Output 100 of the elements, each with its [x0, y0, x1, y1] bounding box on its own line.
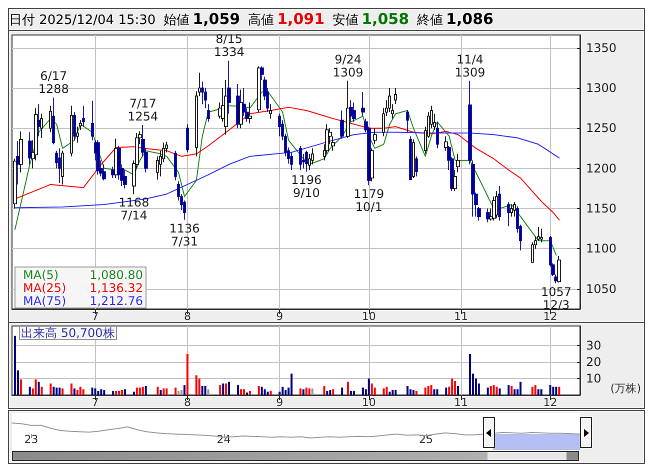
- annotation: 1057 12/3: [540, 284, 572, 312]
- bar: [468, 354, 471, 395]
- bar: [219, 385, 222, 395]
- bar: [52, 386, 55, 395]
- candlestick: [290, 152, 293, 170]
- candlestick: [498, 186, 501, 222]
- y-tick-label: 1350: [586, 40, 617, 55]
- bar: [20, 379, 22, 395]
- candlestick: [186, 124, 189, 153]
- bar: [341, 388, 344, 395]
- candlestick: [510, 204, 513, 217]
- bar: [282, 386, 284, 395]
- bar: [198, 378, 200, 395]
- bar: [270, 390, 272, 395]
- bar: [70, 384, 72, 395]
- bar: [62, 388, 64, 395]
- bar: [178, 390, 180, 395]
- bar: [290, 374, 293, 395]
- bar: [186, 354, 188, 395]
- y-tick-label: 1300: [586, 81, 617, 96]
- bar: [445, 388, 448, 395]
- bar: [156, 386, 159, 395]
- bar: [451, 378, 454, 395]
- candlestick: [340, 110, 344, 140]
- x-tick-label: 8: [184, 310, 191, 323]
- annotation: 9/24 1309: [332, 52, 364, 80]
- candlestick: [16, 140, 20, 185]
- bar: [121, 390, 124, 395]
- chart-title: 日付 2025/12/04 15:30: [9, 13, 156, 28]
- y-tick-label: 1150: [586, 202, 617, 216]
- bar: [14, 336, 16, 395]
- candlestick: [269, 104, 272, 119]
- candlestick: [102, 164, 106, 181]
- bar: [326, 390, 328, 395]
- candlestick: [111, 166, 115, 178]
- candlestick: [513, 202, 516, 217]
- bar: [427, 386, 430, 395]
- x-tick-label: 11: [454, 396, 468, 409]
- bar: [138, 388, 141, 395]
- candlestick: [370, 148, 374, 182]
- y-tick-label: 1200: [586, 161, 617, 176]
- bar: [160, 390, 162, 395]
- candlestick: [40, 113, 43, 138]
- annotation: 1196 9/10: [291, 173, 322, 200]
- annotation: 1,212.76: [90, 294, 143, 308]
- x-tick-label: 8: [184, 396, 191, 409]
- bar: [424, 388, 426, 395]
- candlestick: [201, 81, 204, 105]
- bar: [362, 388, 364, 395]
- text: MA(75): [23, 294, 66, 308]
- bar: [50, 384, 52, 395]
- y-tick-label: 1100: [586, 242, 617, 256]
- candlestick: [257, 66, 261, 113]
- bar: [142, 386, 144, 395]
- bar: [520, 382, 522, 395]
- bar: [352, 390, 355, 395]
- bar: [370, 384, 373, 395]
- candlestick: [49, 105, 52, 133]
- candlestick: [58, 148, 61, 184]
- x-tick-label: 10: [362, 310, 376, 323]
- bar: [166, 388, 168, 395]
- bar: [144, 386, 147, 395]
- bar: [350, 390, 352, 395]
- candlestick: [224, 80, 228, 136]
- bar: [457, 386, 460, 395]
- bar: [132, 392, 135, 395]
- bar: [183, 385, 186, 395]
- candlestick: [52, 97, 55, 145]
- bar: [347, 382, 350, 395]
- bar: [82, 389, 84, 395]
- candlestick: [239, 89, 243, 129]
- bar: [112, 390, 114, 395]
- bar: [490, 386, 492, 395]
- bar: [486, 388, 489, 395]
- candlestick: [373, 128, 377, 145]
- bar: [237, 385, 240, 395]
- candlestick: [207, 104, 210, 122]
- candlestick: [28, 132, 32, 165]
- candlestick: [346, 80, 350, 138]
- candlestick: [19, 131, 23, 173]
- y-tick-label: 20: [586, 355, 602, 370]
- candlestick: [82, 105, 85, 127]
- bar: [386, 386, 388, 395]
- candlestick: [70, 105, 73, 157]
- x-tick-label: 12: [543, 396, 558, 409]
- bar: [415, 390, 418, 395]
- bar: [258, 386, 260, 395]
- bar: [97, 390, 100, 395]
- y-tick-label: 1250: [586, 121, 617, 136]
- y-tick-label: 30: [586, 338, 602, 353]
- bar: [103, 390, 106, 395]
- candlestick: [456, 154, 460, 173]
- annotation: 1136 7/31: [169, 221, 200, 248]
- bar: [498, 388, 501, 395]
- bar: [406, 386, 409, 395]
- bar: [174, 388, 177, 395]
- bar: [162, 388, 165, 395]
- bar: [195, 375, 198, 395]
- bar: [299, 388, 302, 395]
- text: 始値 1,059: [164, 10, 240, 28]
